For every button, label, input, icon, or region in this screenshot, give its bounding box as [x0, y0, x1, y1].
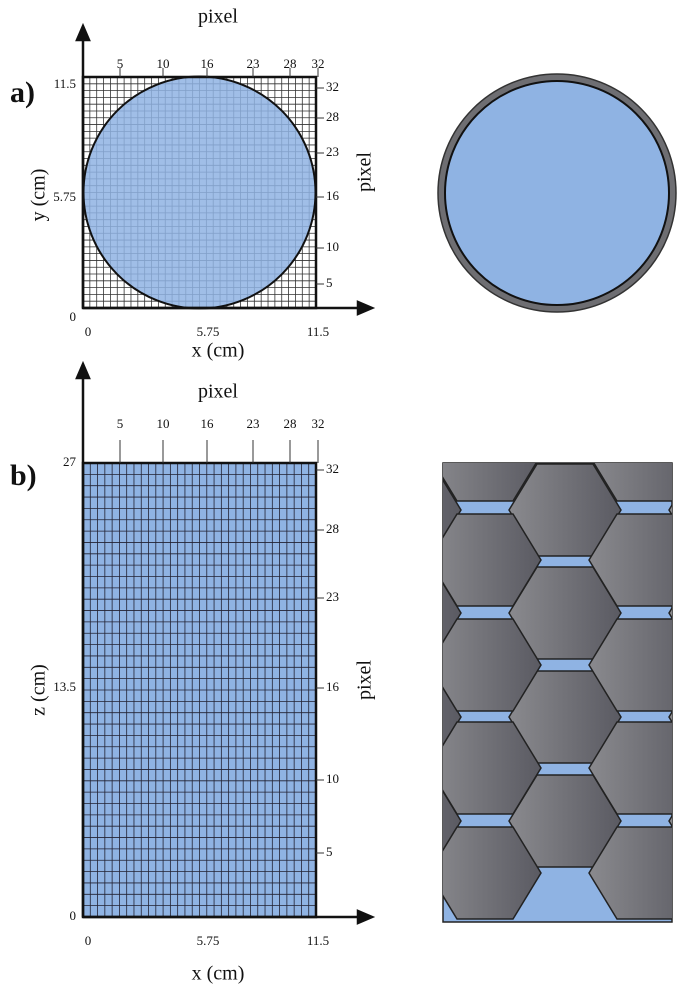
bottom-tick-label: 0 [85, 324, 92, 339]
bottom-tick-label: 0 [85, 933, 92, 948]
right-tick-label: 5 [326, 844, 333, 859]
right-tick-label: 23 [326, 144, 339, 159]
bottom-axis-label: x (cm) [192, 340, 245, 362]
top-tick-label: 28 [284, 416, 297, 431]
right-tick-label: 16 [326, 188, 340, 203]
right-tick-label: 28 [326, 109, 339, 124]
panel-label: a) [10, 76, 35, 109]
right-tick-label: 32 [326, 461, 339, 476]
left-tick-label: 27 [63, 454, 77, 469]
bottom-axis-label: x (cm) [192, 963, 245, 985]
phantom-cross-section [445, 81, 669, 305]
panel-label: b) [10, 459, 37, 492]
left-tick-label: 11.5 [54, 76, 76, 91]
right-tick-label: 16 [326, 679, 340, 694]
figure: a) pixel 5 10 16 23 28 32 11.5 5.75 0 32 28 23 16 10 5 0 5… [0, 0, 677, 992]
top-tick-label: 23 [247, 416, 260, 431]
right-axis-label: pixel [354, 152, 376, 192]
right-tick-label: 28 [326, 521, 339, 536]
left-tick-label: 13.5 [53, 679, 76, 694]
bottom-tick-label: 5.75 [197, 324, 220, 339]
left-axis-label: y (cm) [28, 169, 50, 222]
left-tick-label: 0 [70, 309, 77, 324]
right-tick-label: 10 [326, 771, 339, 786]
bottom-tick-label: 5.75 [197, 933, 220, 948]
top-axis-label: pixel [198, 381, 238, 403]
phantom-circle [84, 77, 316, 309]
right-tick-label: 23 [326, 589, 339, 604]
detector-modules [349, 409, 677, 919]
pixel-grid [83, 463, 316, 917]
right-tick-label: 32 [326, 79, 339, 94]
bottom-tick-label: 11.5 [307, 933, 329, 948]
right-tick-label: 10 [326, 239, 339, 254]
right-axis-label: pixel [354, 660, 376, 700]
left-tick-label: 0 [70, 908, 77, 923]
left-axis-label: z (cm) [28, 664, 50, 716]
left-tick-label: 5.75 [53, 189, 76, 204]
top-tick-label: 10 [157, 416, 170, 431]
bottom-tick-label: 11.5 [307, 324, 329, 339]
top-tick-label: 5 [117, 416, 124, 431]
top-axis-label: pixel [198, 6, 238, 28]
right-tick-label: 5 [326, 275, 333, 290]
top-tick-label: 32 [312, 416, 325, 431]
top-tick-label: 16 [201, 416, 215, 431]
